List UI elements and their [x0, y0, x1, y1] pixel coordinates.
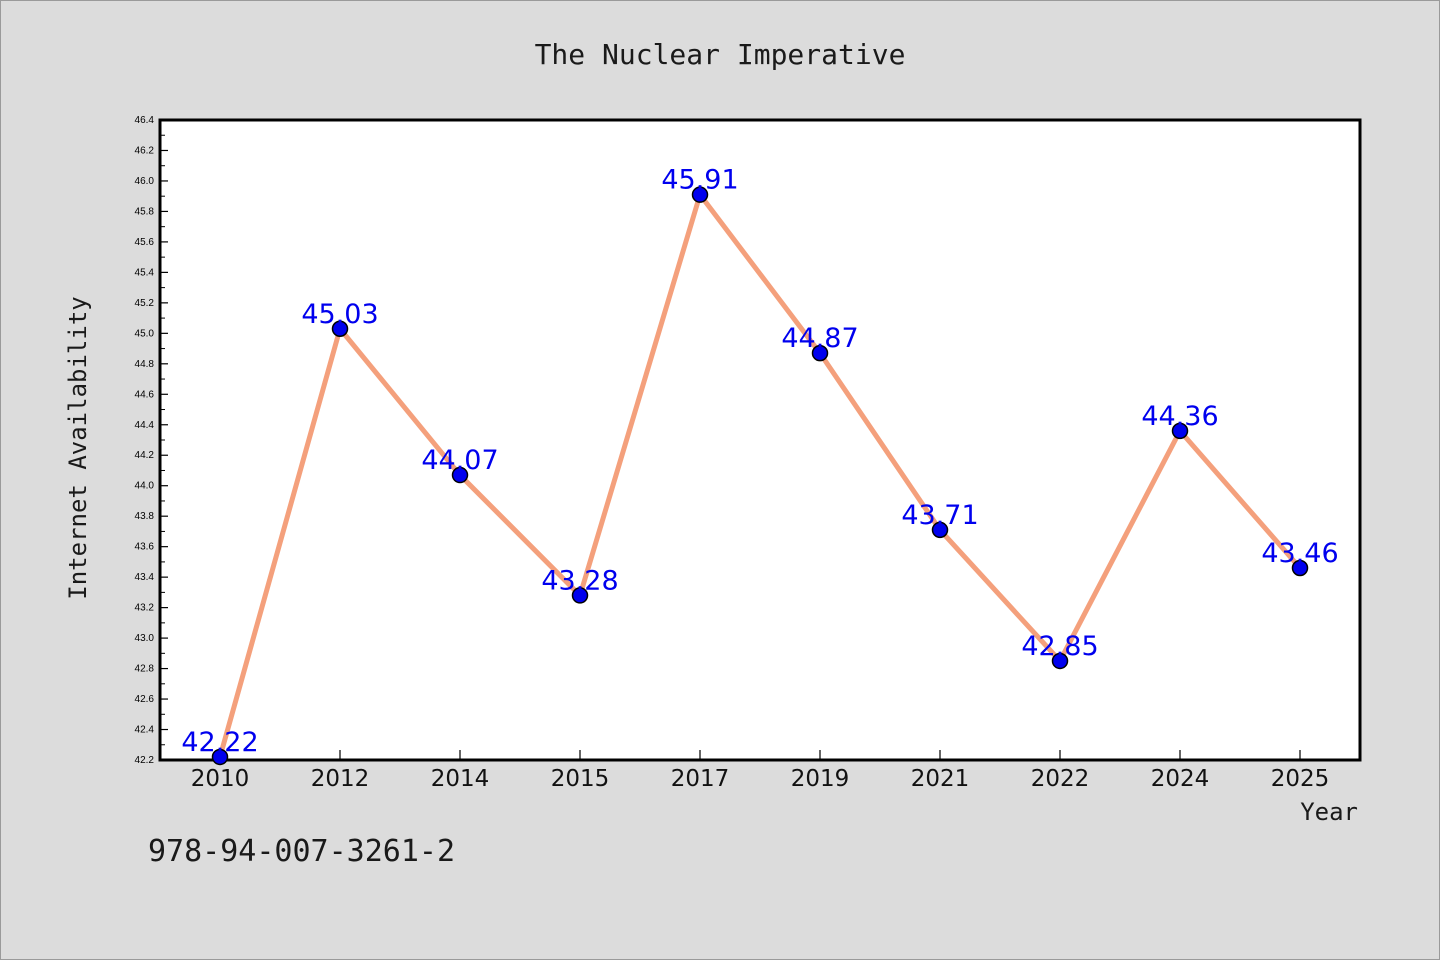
y-tick-label: 42.4: [135, 725, 155, 736]
data-label: 43.71: [901, 500, 978, 531]
chart-title: The Nuclear Imperative: [535, 38, 906, 71]
y-tick-label: 45.2: [135, 298, 155, 309]
data-point: [451, 466, 469, 484]
y-tick-label: 43.2: [135, 603, 155, 614]
data-labels: 42.22 45.03 44.07 43.28 45.91 44.87 43.71 42.85…: [181, 165, 1338, 758]
data-label: 45.91: [661, 165, 738, 196]
y-tick-label: 44.8: [135, 359, 155, 370]
x-tick-label: 2019: [791, 766, 850, 792]
series-polyline: [217, 192, 1303, 760]
y-tick-label: 46.0: [135, 176, 155, 187]
data-point: [1291, 559, 1309, 577]
x-axis-label: Year: [1300, 798, 1358, 826]
x-tick-label: 2015: [551, 766, 610, 792]
y-tick-label: 44.0: [135, 481, 155, 492]
data-point: [571, 587, 589, 604]
data-point: [1051, 652, 1069, 670]
x-tick-label: 2014: [431, 766, 490, 792]
y-axis-label: Internet Availability: [64, 296, 92, 599]
plot-area: [158, 118, 1362, 762]
data-label: 45.03: [301, 299, 378, 330]
x-tick-label: 2024: [1151, 766, 1210, 792]
y-tick-label: 44.2: [135, 450, 155, 461]
x-tick-label: 2012: [311, 766, 370, 792]
y-tick-label: 42.6: [135, 694, 155, 705]
y-axis: 42.2 42.4 42.6 42.8 43.0 43.2 43.4 43.6 43.8 44.0…: [135, 115, 168, 766]
y-tick-label: 44.6: [135, 389, 155, 400]
y-tick-label: 45.6: [135, 237, 155, 248]
y-tick-label: 43.4: [135, 572, 155, 583]
x-axis: 2010 2012 2014 2015 2017 2019 2021 2022 2024 2025: [191, 750, 1330, 792]
y-tick-label: 44.4: [135, 420, 155, 431]
y-tick-label: 46.2: [135, 145, 155, 156]
data-point: [331, 320, 349, 338]
x-tick-label: 2021: [911, 766, 970, 792]
data-label: 42.85: [1021, 631, 1098, 662]
data-point: [931, 521, 949, 539]
y-tick-label: 45.4: [135, 267, 155, 278]
y-tick-label: 42.8: [135, 664, 155, 675]
isbn-text: 978-94-007-3261-2: [148, 834, 456, 869]
series-line: [217, 192, 1303, 760]
data-point: [691, 186, 709, 203]
data-markers: [211, 186, 1309, 766]
data-label: 44.87: [781, 323, 858, 354]
y-tick-label: 43.0: [135, 633, 155, 644]
data-label: 44.07: [421, 445, 498, 476]
y-tick-label: 46.4: [135, 115, 155, 126]
data-point: [211, 748, 229, 766]
x-tick-label: 2017: [671, 766, 730, 792]
data-label: 43.46: [1261, 538, 1338, 569]
y-tick-label: 45.8: [135, 206, 155, 217]
y-tick-label: 43.6: [135, 542, 155, 553]
y-tick-label: 43.8: [135, 511, 155, 522]
data-label: 44.36: [1141, 401, 1218, 432]
x-tick-label: 2025: [1271, 766, 1330, 792]
x-tick-label: 2022: [1031, 766, 1090, 792]
data-label: 43.28: [541, 565, 618, 596]
data-label: 42.22: [181, 727, 258, 758]
data-point: [1171, 422, 1189, 440]
y-tick-label: 45.0: [135, 328, 155, 339]
data-point: [811, 344, 829, 362]
x-tick-label: 2010: [191, 766, 250, 792]
y-tick-label: 42.2: [135, 755, 155, 766]
